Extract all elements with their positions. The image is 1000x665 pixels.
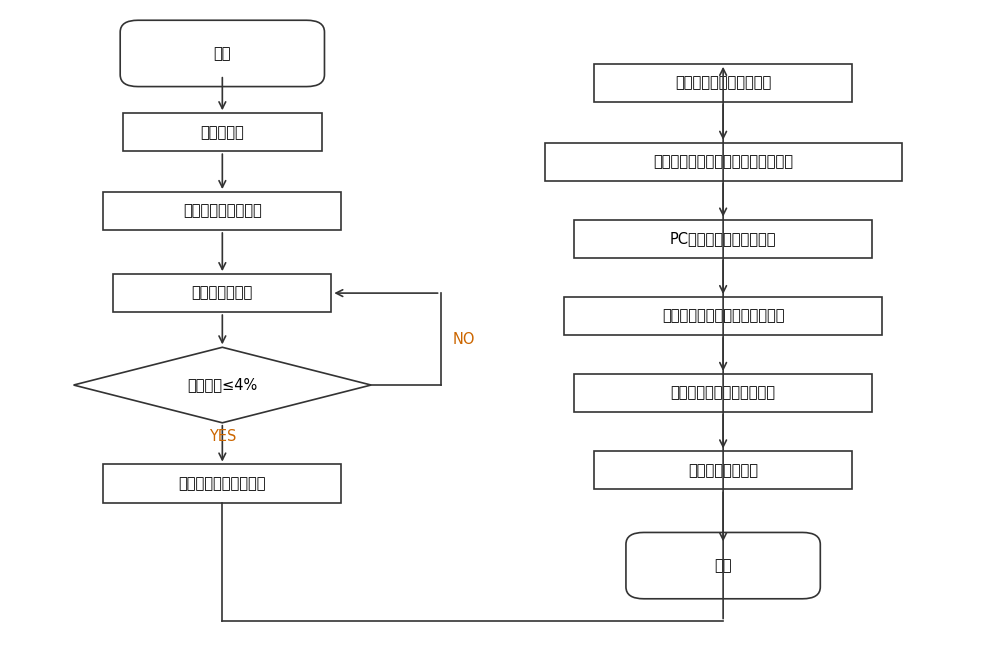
Text: 制作样品压片并装卡: 制作样品压片并装卡	[183, 203, 262, 219]
Bar	[103, 464, 341, 503]
Bar	[564, 297, 882, 335]
Bar	[594, 64, 852, 102]
Text: 太赫兹光谱仪开始工作: 太赫兹光谱仪开始工作	[179, 476, 266, 491]
Text: NO: NO	[452, 332, 475, 346]
Bar	[594, 452, 852, 489]
Text: 太赫兹波作用于样品压片: 太赫兹波作用于样品压片	[675, 75, 771, 90]
Bar	[123, 113, 322, 151]
Text: 得出诺氟沙星含量: 得出诺氟沙星含量	[688, 463, 758, 478]
FancyBboxPatch shape	[626, 533, 820, 598]
Text: 开始: 开始	[214, 46, 231, 61]
Text: 结束: 结束	[714, 558, 732, 573]
Text: 检测室通入氮气: 检测室通入氮气	[192, 285, 253, 301]
Bar	[103, 192, 341, 230]
Text: YES: YES	[209, 430, 236, 444]
Polygon shape	[74, 347, 371, 423]
Text: 太赫兹光谱接收端接收太赫兹反射波: 太赫兹光谱接收端接收太赫兹反射波	[653, 154, 793, 170]
Bar	[545, 143, 902, 181]
Text: 带入诺氟沙星含量公式计算: 带入诺氟沙星含量公式计算	[671, 386, 776, 400]
Bar	[113, 274, 331, 312]
Text: 相对湿度≤4%: 相对湿度≤4%	[187, 378, 257, 392]
Text: PC机获取信息并分析建模: PC机获取信息并分析建模	[670, 231, 776, 246]
FancyBboxPatch shape	[120, 20, 324, 86]
Text: 提取两个吸光系数及一个折射率: 提取两个吸光系数及一个折射率	[662, 309, 784, 324]
Text: 系统初始化: 系统初始化	[200, 125, 244, 140]
Bar	[574, 219, 872, 257]
Bar	[574, 374, 872, 412]
